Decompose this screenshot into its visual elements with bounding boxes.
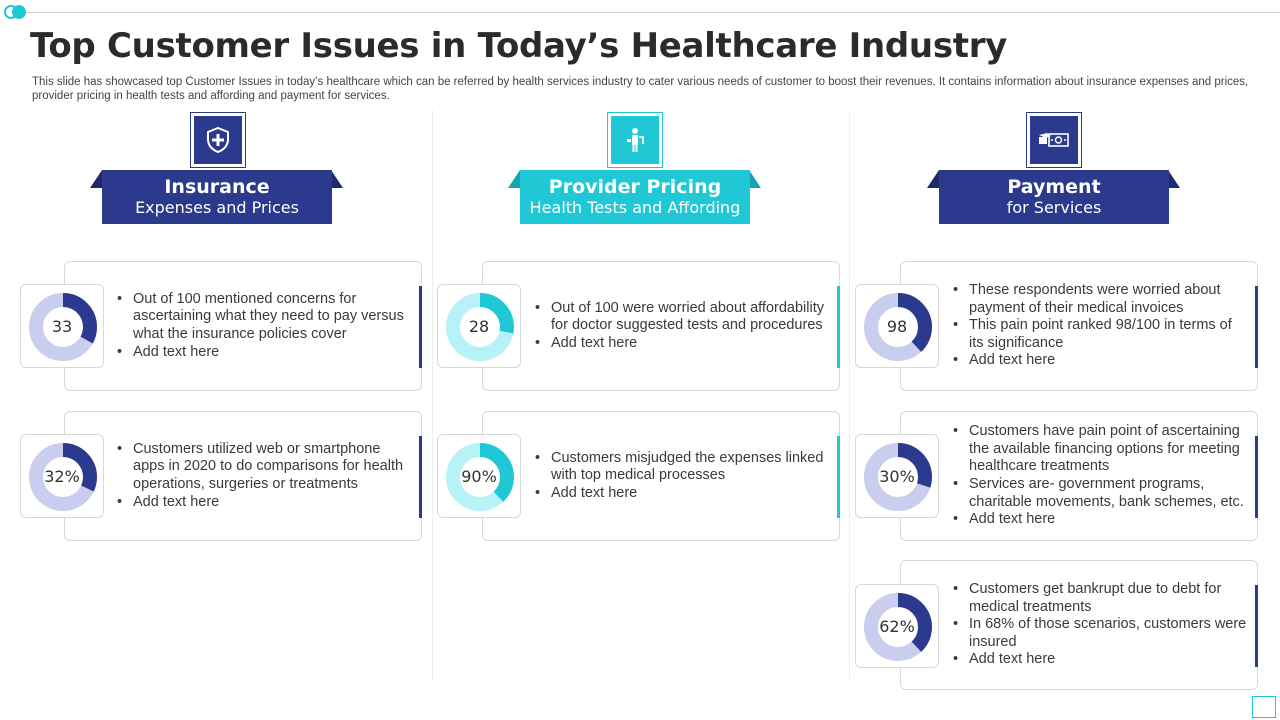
donut-arc: [446, 293, 514, 361]
doctor-patient-icon: [611, 116, 659, 164]
donut-chart: 33: [20, 284, 104, 368]
bullet-item: Out of 100 were worried about affordabil…: [535, 300, 829, 335]
donut-chart: 90%: [437, 434, 521, 518]
hand-money-icon: [1030, 116, 1078, 164]
donut-arc: [446, 443, 514, 511]
bullet-item: Services are- government programs, chari…: [953, 476, 1247, 511]
bullet-item: In 68% of those scenarios, customers wer…: [953, 616, 1247, 651]
top-rule: [20, 12, 1280, 13]
banner-payment: Payment for Services: [939, 170, 1169, 224]
donut-arc: [29, 443, 97, 511]
donut-chart: 28: [437, 284, 521, 368]
issue-card: Customers utilized web or smartphone app…: [64, 411, 422, 541]
column-divider: [849, 110, 850, 680]
column-insurance: Insurance Expenses and Prices Out of 100…: [0, 0, 422, 720]
bullet-item: Add text here: [953, 511, 1247, 529]
issue-card: Out of 100 were worried about affordabil…: [482, 261, 840, 391]
card-accent: [837, 286, 840, 368]
bullet-item: Customers utilized web or smartphone app…: [117, 441, 411, 494]
card-accent: [1255, 286, 1258, 368]
bullet-item: Add text here: [117, 344, 411, 362]
donut-arc: [864, 593, 932, 661]
donut-value: 32%: [44, 466, 80, 486]
donut-graphic: [29, 293, 97, 361]
donut-chart: 30%: [855, 434, 939, 518]
card-accent: [1255, 585, 1258, 667]
bullet-item: These respondents were worried about pay…: [953, 282, 1247, 317]
issue-card: These respondents were worried about pay…: [900, 261, 1258, 391]
bullet-item: Add text here: [117, 494, 411, 512]
issue-card: Customers misjudged the expenses linked …: [482, 411, 840, 541]
issue-card: Customers have pain point of ascertainin…: [900, 411, 1258, 541]
donut-graphic: [29, 443, 97, 511]
card-accent: [837, 436, 840, 518]
bullet-item: Add text here: [953, 651, 1247, 669]
donut-graphic: [864, 593, 932, 661]
donut-value: 30%: [879, 466, 915, 486]
card-accent: [419, 436, 422, 518]
donut-arc: [29, 293, 97, 361]
bullet-item: Customers have pain point of ascertainin…: [953, 423, 1247, 476]
donut-graphic: [864, 293, 932, 361]
donut-arc: [864, 443, 932, 511]
donut-graphic: [446, 443, 514, 511]
bullet-item: Add text here: [535, 485, 829, 503]
banner-provider-pricing: Provider Pricing Health Tests and Afford…: [520, 170, 750, 224]
donut-value: 62%: [879, 616, 915, 636]
page-subtitle: This slide has showcased top Customer Is…: [32, 76, 1249, 102]
page-title: Top Customer Issues in Today’s Healthcar…: [30, 26, 1008, 66]
bullet-item: Customers get bankrupt due to debt for m…: [953, 581, 1247, 616]
donut-chart: 62%: [855, 584, 939, 668]
banner-subtitle: for Services: [1006, 198, 1102, 217]
corner-marker: [1252, 696, 1276, 718]
column-payment: Payment for Services These respondents w…: [836, 0, 1258, 720]
banner-subtitle: Expenses and Prices: [135, 198, 299, 217]
donut-value: 28: [468, 316, 490, 336]
logo-icon: [4, 5, 26, 19]
banner-subtitle: Health Tests and Affording: [529, 198, 741, 217]
bullet-item: Out of 100 mentioned concerns for ascert…: [117, 291, 411, 344]
icon-frame: [607, 112, 663, 168]
banner-insurance: Insurance Expenses and Prices: [102, 170, 332, 224]
bullet-item: Customers misjudged the expenses linked …: [535, 450, 829, 485]
banner-title: Insurance: [164, 176, 270, 198]
donut-value: 98: [886, 316, 908, 336]
donut-chart: 98: [855, 284, 939, 368]
bullet-item: Add text here: [953, 352, 1247, 370]
icon-frame: [190, 112, 246, 168]
banner-title: Provider Pricing: [548, 176, 722, 198]
donut-chart: 32%: [20, 434, 104, 518]
column-provider-pricing: Provider Pricing Health Tests and Afford…: [418, 0, 840, 720]
donut-arc: [864, 293, 932, 361]
bullet-item: Add text here: [535, 335, 829, 353]
shield-plus-icon: [194, 116, 242, 164]
donut-value: 33: [51, 316, 73, 336]
icon-frame: [1026, 112, 1082, 168]
issue-card: Out of 100 mentioned concerns for ascert…: [64, 261, 422, 391]
banner-title: Payment: [1007, 176, 1101, 198]
bullet-item: This pain point ranked 98/100 in terms o…: [953, 317, 1247, 352]
donut-value: 90%: [461, 466, 497, 486]
card-accent: [419, 286, 422, 368]
card-accent: [1255, 436, 1258, 518]
donut-graphic: [446, 293, 514, 361]
donut-graphic: [864, 443, 932, 511]
issue-card: Customers get bankrupt due to debt for m…: [900, 560, 1258, 690]
column-divider: [432, 110, 433, 680]
